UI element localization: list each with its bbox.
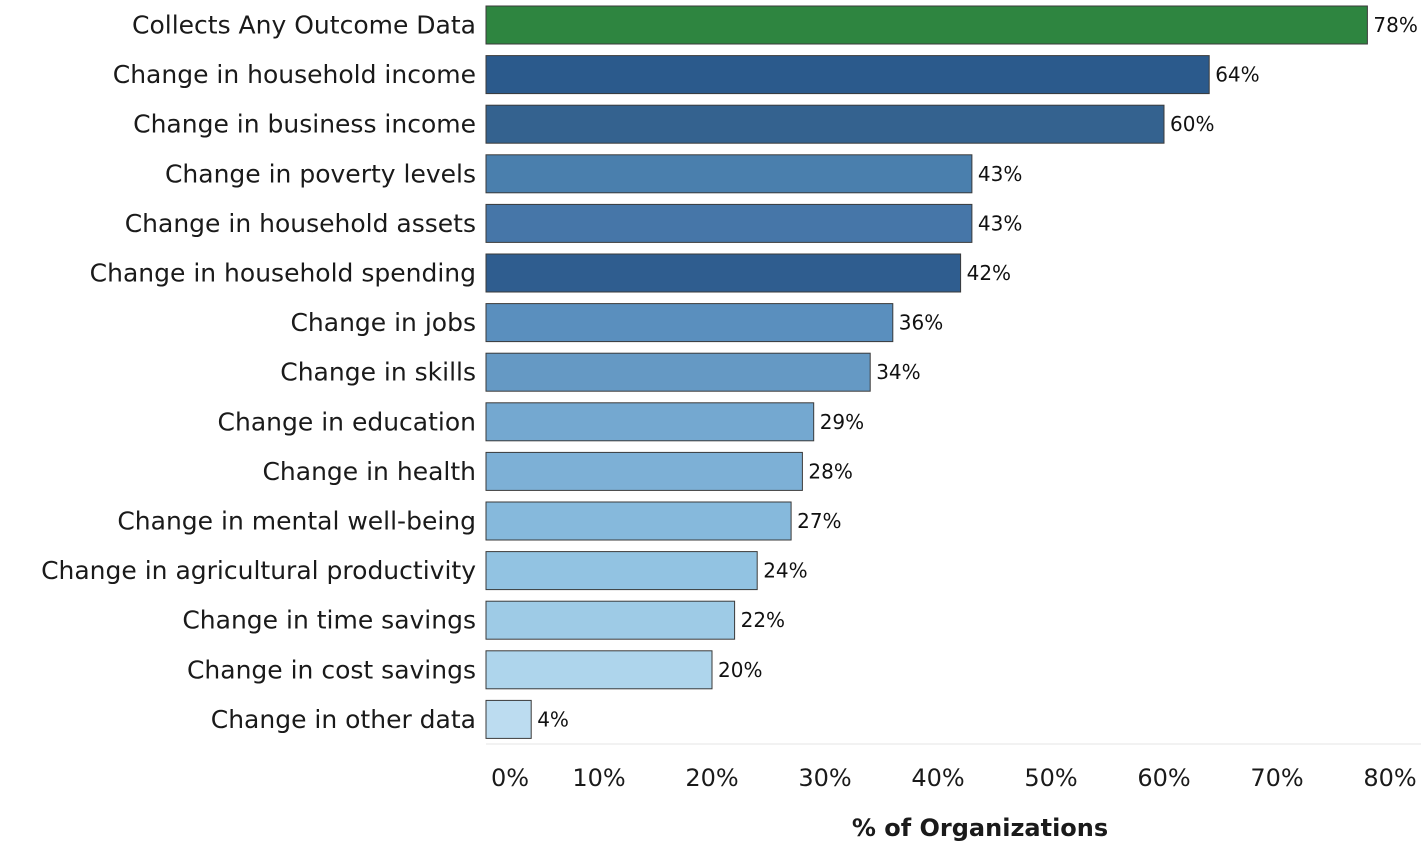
data-label: 24% [763,559,807,583]
data-label: 28% [808,459,852,483]
category-label: Change in household assets [125,209,476,238]
data-label: 4% [537,707,569,731]
data-label: 42% [967,261,1011,285]
bar [485,551,758,591]
x-axis: 0% 10% 20% 30% 40% 50% 60% 70% 80% [486,743,1421,792]
data-label: 43% [978,162,1022,186]
data-label: 43% [978,211,1022,235]
x-tick-label: 20% [685,764,738,792]
category-label: Change in other data [211,705,476,734]
bar [485,154,973,194]
data-label: 60% [1170,112,1214,136]
data-label: 29% [820,410,864,434]
bar [485,352,871,392]
x-tick-label: 50% [1024,764,1077,792]
category-label: Change in education [218,407,476,436]
data-label: 78% [1373,13,1417,37]
category-label: Change in mental well-being [117,507,476,536]
data-label: 20% [718,658,762,682]
bars-layer: Collects Any Outcome Data 78% Change in ho… [41,5,1418,739]
bar [485,650,713,690]
x-tick-label: 70% [1250,764,1303,792]
x-axis-title: % of Organizations [852,814,1108,842]
category-label: Change in skills [280,358,476,387]
data-label: 22% [741,608,785,632]
category-label: Change in time savings [182,606,476,635]
bar [485,600,736,640]
data-label: 36% [899,311,943,335]
bar [485,402,815,442]
x-tick-label: 40% [911,764,964,792]
category-label: Change in cost savings [187,655,476,684]
category-label: Change in poverty levels [165,159,476,188]
data-label: 27% [797,509,841,533]
category-label: Change in household spending [90,259,476,288]
data-label: 34% [876,360,920,384]
category-label: Change in business income [133,110,476,139]
x-tick-label: 0% [491,764,529,792]
bar [485,451,803,491]
category-label: Change in health [262,457,476,486]
category-label: Collects Any Outcome Data [132,11,476,40]
bar [485,699,532,739]
bar [485,501,792,541]
x-tick-label: 80% [1363,764,1416,792]
category-label: Change in agricultural productivity [41,556,476,585]
data-label: 64% [1215,63,1259,87]
category-label: Change in jobs [290,308,476,337]
bar [485,104,1165,144]
bar [485,5,1368,45]
bar [485,55,1210,95]
x-tick-label: 60% [1137,764,1190,792]
category-label: Change in household income [113,60,476,89]
bar [485,203,973,243]
bar [485,303,894,343]
x-tick-label: 10% [572,764,625,792]
bar [485,253,962,293]
x-tick-label: 30% [798,764,851,792]
